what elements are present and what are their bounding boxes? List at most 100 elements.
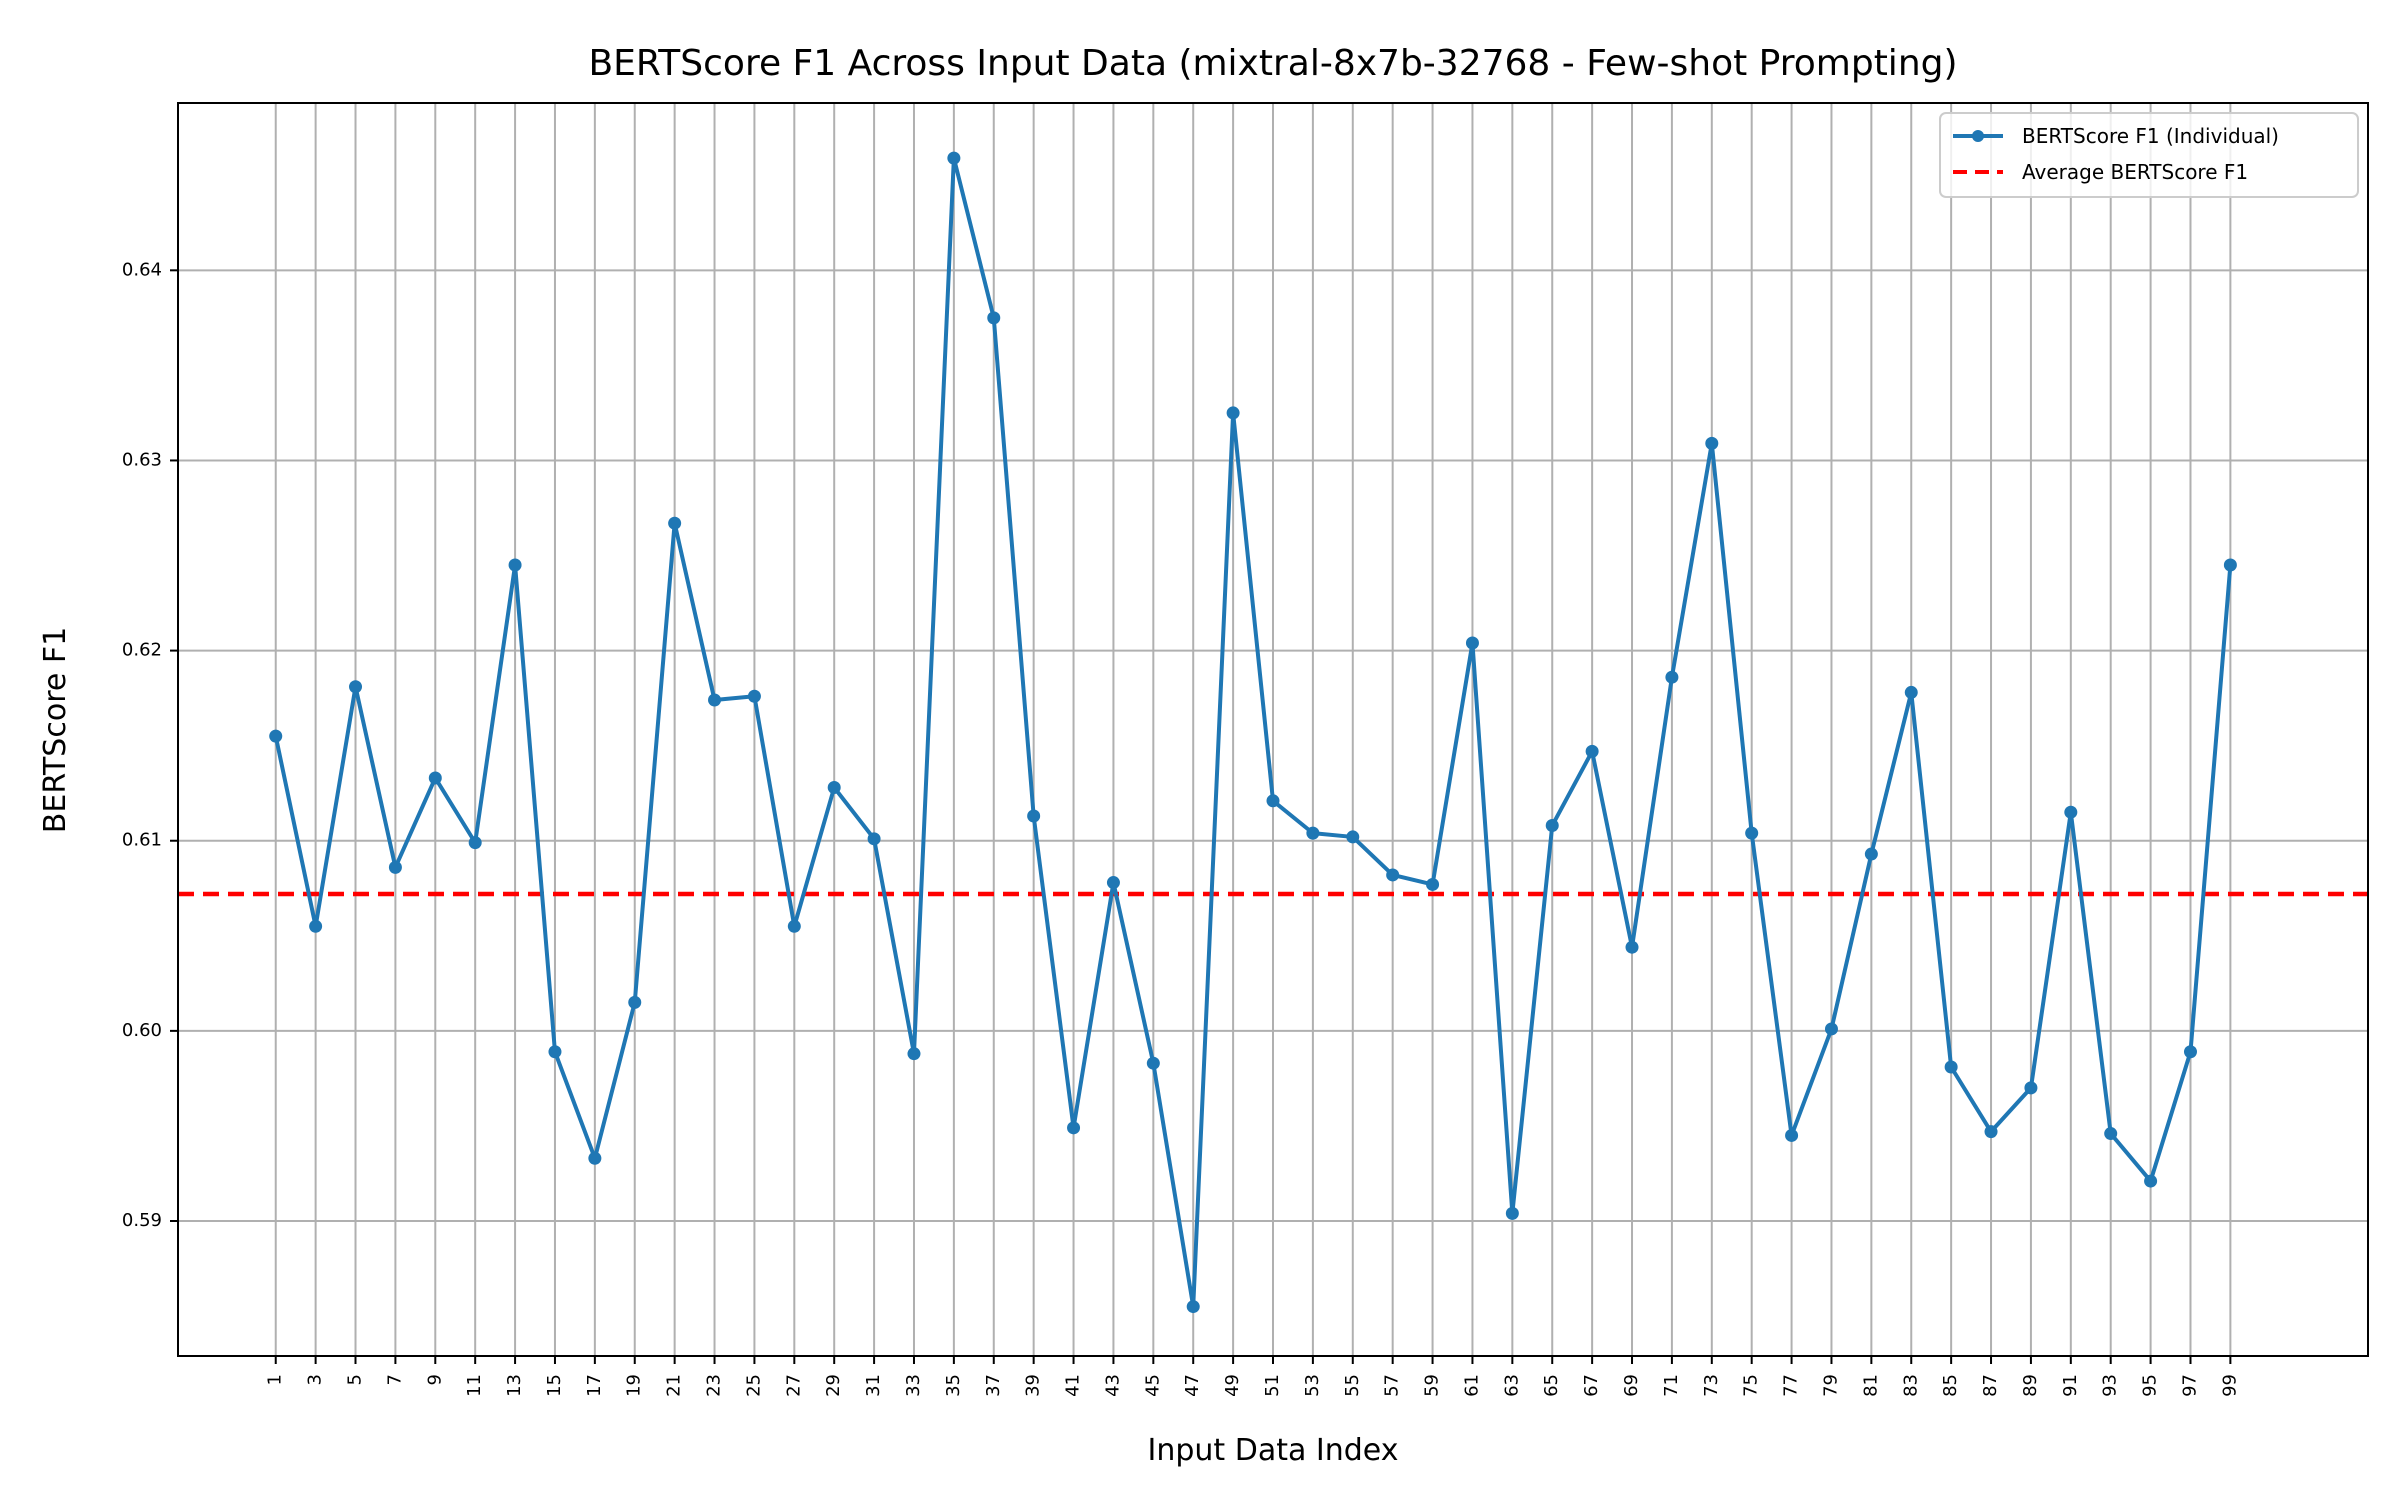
data-point (1386, 868, 1400, 882)
x-tick-label: 31 (863, 1374, 884, 1397)
data-point (1944, 1060, 1958, 1074)
data-point (1226, 406, 1240, 420)
x-tick-label: 37 (983, 1374, 1004, 1397)
data-point (787, 919, 801, 933)
legend-individual-label: BERTScore F1 (Individual) (2022, 124, 2279, 148)
x-tick-label: 27 (783, 1374, 804, 1397)
data-point (428, 771, 442, 785)
x-tick-label: 75 (1741, 1374, 1762, 1397)
x-tick-label: 61 (1461, 1374, 1482, 1397)
x-tick-label: 77 (1781, 1374, 1802, 1397)
x-tick-label: 53 (1302, 1374, 1323, 1397)
x-axis-ticks: 1 3 5 7 9 11 13 15 17 19 21 23 25 27 29 31 33 35 37 39 41 43 4… (265, 1356, 2240, 1397)
legend: BERTScore F1 (Individual) Average BERTSc… (1939, 112, 2359, 198)
legend-individual-marker (1972, 130, 1984, 142)
grid-lines (178, 103, 2368, 1356)
x-tick-label: 9 (424, 1374, 445, 1385)
x-tick-label: 45 (1142, 1374, 1163, 1397)
y-tick-label: 0.61 (122, 830, 162, 851)
data-point (668, 516, 682, 530)
data-point (907, 1047, 921, 1061)
x-tick-label: 21 (664, 1374, 685, 1397)
data-point (1984, 1125, 1998, 1139)
data-point (1426, 877, 1440, 891)
x-tick-label: 43 (1102, 1374, 1123, 1397)
data-point (1146, 1056, 1160, 1070)
x-tick-label: 39 (1023, 1374, 1044, 1397)
x-tick-label: 41 (1063, 1374, 1084, 1397)
data-point (947, 151, 961, 165)
x-tick-label: 3 (305, 1374, 326, 1385)
data-point (987, 311, 1001, 325)
y-tick-label: 0.64 (122, 259, 162, 280)
x-tick-label: 91 (2060, 1374, 2081, 1397)
x-tick-label: 51 (1262, 1374, 1283, 1397)
y-tick-label: 0.62 (122, 640, 162, 661)
x-tick-label: 17 (584, 1374, 605, 1397)
x-tick-label: 95 (2140, 1374, 2161, 1397)
legend-average-label: Average BERTScore F1 (2022, 160, 2248, 184)
data-point (1705, 436, 1719, 450)
data-point (827, 780, 841, 794)
y-axis-label: BERTScore F1 (38, 627, 73, 833)
data-point (1346, 830, 1360, 844)
data-point (508, 558, 522, 572)
x-tick-label: 63 (1501, 1374, 1522, 1397)
x-tick-label: 15 (544, 1374, 565, 1397)
x-tick-label: 19 (624, 1374, 645, 1397)
data-point (2183, 1045, 2197, 1059)
x-tick-label: 33 (903, 1374, 924, 1397)
x-tick-label: 93 (2100, 1374, 2121, 1397)
x-tick-label: 79 (1820, 1374, 1841, 1397)
data-point (1665, 670, 1679, 684)
data-point (2064, 805, 2078, 819)
x-tick-label: 89 (2020, 1374, 2041, 1397)
data-point (388, 860, 402, 874)
x-tick-label: 97 (2179, 1374, 2200, 1397)
x-tick-label: 25 (743, 1374, 764, 1397)
x-tick-label: 55 (1342, 1374, 1363, 1397)
x-tick-label: 83 (1900, 1374, 1921, 1397)
chart-title: BERTScore F1 Across Input Data (mixtral-… (588, 43, 1957, 84)
x-tick-label: 69 (1621, 1374, 1642, 1397)
y-tick-label: 0.59 (122, 1210, 162, 1231)
x-tick-label: 73 (1701, 1374, 1722, 1397)
x-tick-label: 35 (943, 1374, 964, 1397)
individual-series-line (273, 156, 2233, 1309)
data-point (1465, 636, 1479, 650)
data-point (1306, 826, 1320, 840)
x-tick-label: 65 (1541, 1374, 1562, 1397)
data-point (1864, 847, 1878, 861)
y-tick-label: 0.60 (122, 1020, 162, 1041)
x-tick-label: 1 (265, 1374, 286, 1385)
x-tick-label: 11 (464, 1374, 485, 1397)
data-point (1545, 819, 1559, 833)
data-point (1745, 826, 1759, 840)
data-point (2104, 1127, 2118, 1141)
data-point (1186, 1300, 1200, 1314)
data-point (269, 729, 283, 743)
x-tick-label: 81 (1860, 1374, 1881, 1397)
data-point (2024, 1081, 2038, 1095)
x-tick-label: 13 (504, 1374, 525, 1397)
legend-box (1939, 112, 2359, 198)
x-tick-label: 57 (1382, 1374, 1403, 1397)
x-tick-label: 87 (1980, 1374, 2001, 1397)
x-tick-label: 71 (1661, 1374, 1682, 1397)
x-tick-label: 5 (345, 1374, 366, 1385)
data-point (628, 995, 642, 1009)
data-point (349, 680, 363, 694)
data-point (2223, 558, 2237, 572)
data-point (2144, 1174, 2158, 1188)
y-axis-ticks: 0.59 0.60 0.61 0.62 0.63 0.64 (122, 259, 178, 1231)
data-point (1625, 940, 1639, 954)
data-point (1106, 876, 1120, 890)
data-point (309, 919, 323, 933)
data-point (548, 1045, 562, 1059)
data-point (1505, 1206, 1519, 1220)
x-tick-label: 99 (2219, 1374, 2240, 1397)
data-point (747, 689, 761, 703)
data-point (588, 1151, 602, 1165)
